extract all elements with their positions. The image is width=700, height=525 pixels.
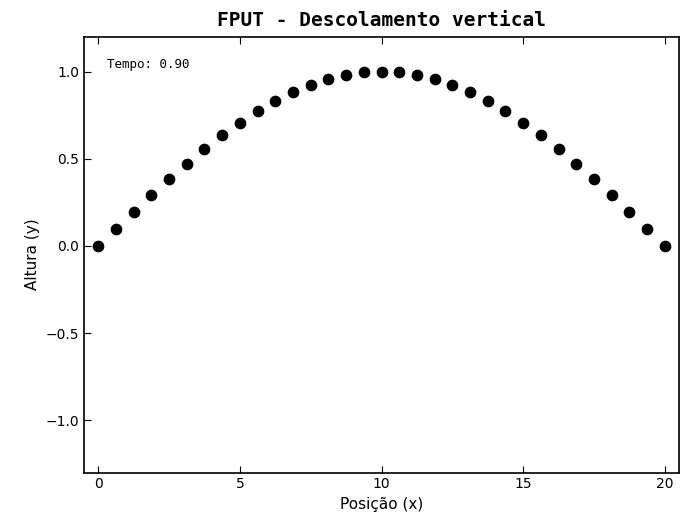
Point — [464, 88, 475, 97]
Title: FPUT - Descolamento vertical: FPUT - Descolamento vertical — [217, 10, 546, 29]
Point — [199, 145, 210, 153]
Point — [340, 71, 351, 79]
Point — [128, 208, 139, 216]
Point — [589, 175, 600, 183]
Point — [641, 225, 652, 233]
Point — [358, 68, 370, 77]
Point — [536, 131, 547, 140]
Point — [570, 160, 582, 168]
Point — [305, 81, 316, 89]
Point — [412, 71, 423, 79]
Text: Tempo: 0.90: Tempo: 0.90 — [106, 58, 189, 71]
Point — [376, 67, 387, 76]
X-axis label: Posição (x): Posição (x) — [340, 497, 423, 512]
Point — [163, 175, 174, 183]
Point — [92, 242, 104, 250]
Point — [252, 107, 263, 116]
Point — [624, 208, 635, 216]
Point — [146, 191, 157, 200]
Point — [393, 68, 405, 77]
Y-axis label: Altura (y): Altura (y) — [25, 219, 40, 290]
Point — [288, 88, 299, 97]
Point — [553, 145, 564, 153]
Point — [517, 119, 528, 127]
Point — [270, 97, 281, 105]
Point — [500, 107, 511, 116]
Point — [429, 75, 440, 83]
Point — [447, 81, 458, 89]
Point — [482, 97, 493, 105]
Point — [111, 225, 122, 233]
Point — [181, 160, 193, 168]
Point — [606, 191, 617, 200]
Point — [234, 119, 246, 127]
Point — [323, 75, 334, 83]
Point — [659, 242, 671, 250]
Point — [216, 131, 228, 140]
